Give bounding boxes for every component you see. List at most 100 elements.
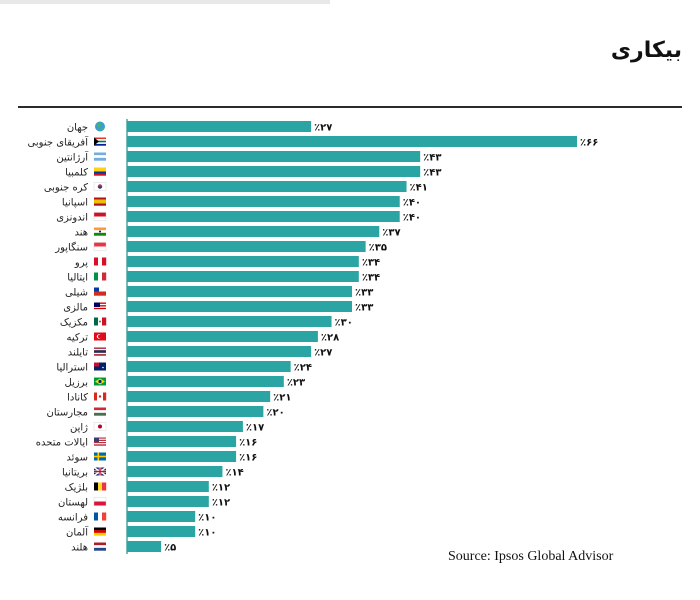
bar xyxy=(127,451,237,462)
category-label: کلمبیا xyxy=(65,168,88,179)
bar-row: ٪۱۰ آلمان xyxy=(66,526,216,539)
category-label: استرالیا xyxy=(56,363,88,374)
bar-row: ٪۱۶ سوئد xyxy=(66,451,257,464)
bar-row: ٪۲۰ مجارستان xyxy=(47,406,285,419)
flag-sweden-icon xyxy=(94,452,106,461)
category-label: فرانسه xyxy=(58,513,88,524)
bar xyxy=(127,541,162,552)
bar-row: ٪۴۳ کلمبیا xyxy=(65,166,441,179)
category-label: برزیل xyxy=(65,378,89,389)
bar-row: ٪۱۶ ایالات متحده xyxy=(36,436,257,449)
category-label: ژاپن xyxy=(70,423,88,434)
category-label: تایلند xyxy=(68,348,88,359)
bar xyxy=(127,496,209,507)
bar-row: ٪۱۲ لهستان xyxy=(58,496,230,509)
bar-row: ٪۴۰ اندونزی xyxy=(56,211,421,224)
category-label: کانادا xyxy=(67,393,88,404)
bar xyxy=(127,526,196,537)
page-title: بیکاری xyxy=(610,38,682,63)
category-label: هند xyxy=(74,228,88,239)
flag-japan-icon xyxy=(93,422,107,431)
value-label: ٪۲۱ xyxy=(273,393,291,404)
value-label: ٪۴۳ xyxy=(423,168,441,179)
flag-peru-icon xyxy=(94,257,107,266)
flag-uk-icon xyxy=(93,466,107,477)
flag-singapore-icon xyxy=(93,242,107,251)
bar xyxy=(127,301,352,312)
bar xyxy=(127,256,359,267)
bar xyxy=(127,331,318,342)
flag-south-korea-icon xyxy=(93,182,107,191)
value-label: ٪۳۴ xyxy=(362,273,380,284)
value-label: ٪۲۰ xyxy=(266,408,284,419)
bar xyxy=(127,421,243,432)
flag-thailand-icon xyxy=(94,347,106,356)
bar-row: ٪۱۷ ژاپن xyxy=(70,421,264,434)
bar-row: ٪۲۴ استرالیا xyxy=(56,361,312,374)
bar xyxy=(127,376,284,387)
bar xyxy=(127,121,312,132)
category-label: شیلی xyxy=(65,288,88,299)
value-label: ٪۲۷ xyxy=(314,348,332,359)
bar xyxy=(127,226,380,237)
flag-belgium-icon xyxy=(94,482,107,491)
value-label: ٪۳۳ xyxy=(355,288,373,299)
value-label: ٪۲۴ xyxy=(294,363,312,374)
category-label: جهان xyxy=(67,123,88,134)
bar-row: ٪۱۴ بریتانیا xyxy=(62,466,244,479)
bar-row: ٪۵ هلند xyxy=(71,541,176,554)
bar-row: ٪۴۳ آرژانتین xyxy=(56,151,441,164)
flag-spain-icon xyxy=(94,197,106,206)
bar xyxy=(127,436,237,447)
bar xyxy=(127,271,359,282)
flag-france-icon xyxy=(94,512,107,521)
flag-turkey-icon xyxy=(94,332,106,341)
value-label: ٪۳۳ xyxy=(355,303,373,314)
value-label: ٪۴۰ xyxy=(403,213,421,224)
bar-row: ٪۲۳ برزیل xyxy=(65,376,305,389)
category-label: سوئد xyxy=(66,453,88,464)
value-label: ٪۱۰ xyxy=(198,528,216,539)
flag-brazil-icon xyxy=(94,377,106,386)
value-label: ٪۱۰ xyxy=(198,513,216,524)
bar xyxy=(127,151,421,162)
bar-row: ٪۳۷ هند xyxy=(74,226,401,239)
value-label: ٪۲۸ xyxy=(321,333,339,344)
bar xyxy=(127,391,271,402)
flag-germany-icon xyxy=(94,527,106,536)
bar-row: ٪۳۴ پرو xyxy=(74,256,380,269)
category-label: پرو xyxy=(74,258,88,269)
category-label: بریتانیا xyxy=(62,468,88,479)
category-label: مجارستان xyxy=(47,408,88,419)
bar xyxy=(127,406,264,417)
value-label: ٪۳۷ xyxy=(382,228,400,239)
flag-south-africa-icon xyxy=(94,137,106,146)
bar-row: ٪۴۰ اسپانیا xyxy=(62,196,421,209)
bar-row: ٪۲۷ جهان xyxy=(67,121,332,134)
bar-row: ٪۲۷ تایلند xyxy=(68,346,332,359)
category-label: ایالات متحده xyxy=(36,438,88,449)
category-label: آلمان xyxy=(66,526,89,539)
bar xyxy=(127,466,223,477)
bar-row: ٪۴۱ کره جنوبی xyxy=(44,181,428,194)
bar-row: ٪۳۵ سنگاپور xyxy=(54,241,387,254)
value-label: ٪۱۴ xyxy=(225,468,243,479)
category-label: لهستان xyxy=(58,498,88,509)
bar xyxy=(127,166,421,177)
flag-indonesia-icon xyxy=(93,212,107,221)
flag-hungary-icon xyxy=(94,407,106,416)
title-rule xyxy=(18,106,682,108)
category-label: ایتالیا xyxy=(67,273,88,284)
category-label: مکزیک xyxy=(60,318,88,329)
category-label: سنگاپور xyxy=(54,242,88,254)
flag-malaysia-icon xyxy=(94,302,106,311)
bar xyxy=(127,511,196,522)
flag-colombia-icon xyxy=(94,167,106,176)
value-label: ٪۲۷ xyxy=(314,123,332,134)
category-label: آفریقای جنوبی xyxy=(28,136,90,149)
bar xyxy=(127,286,352,297)
bar-row: ٪۲۱ کانادا xyxy=(67,391,291,404)
bar-row: ٪۶۶ آفریقای جنوبی xyxy=(28,136,599,149)
bar-row: ٪۳۳ شیلی xyxy=(65,286,373,299)
value-label: ٪۵ xyxy=(164,543,176,554)
